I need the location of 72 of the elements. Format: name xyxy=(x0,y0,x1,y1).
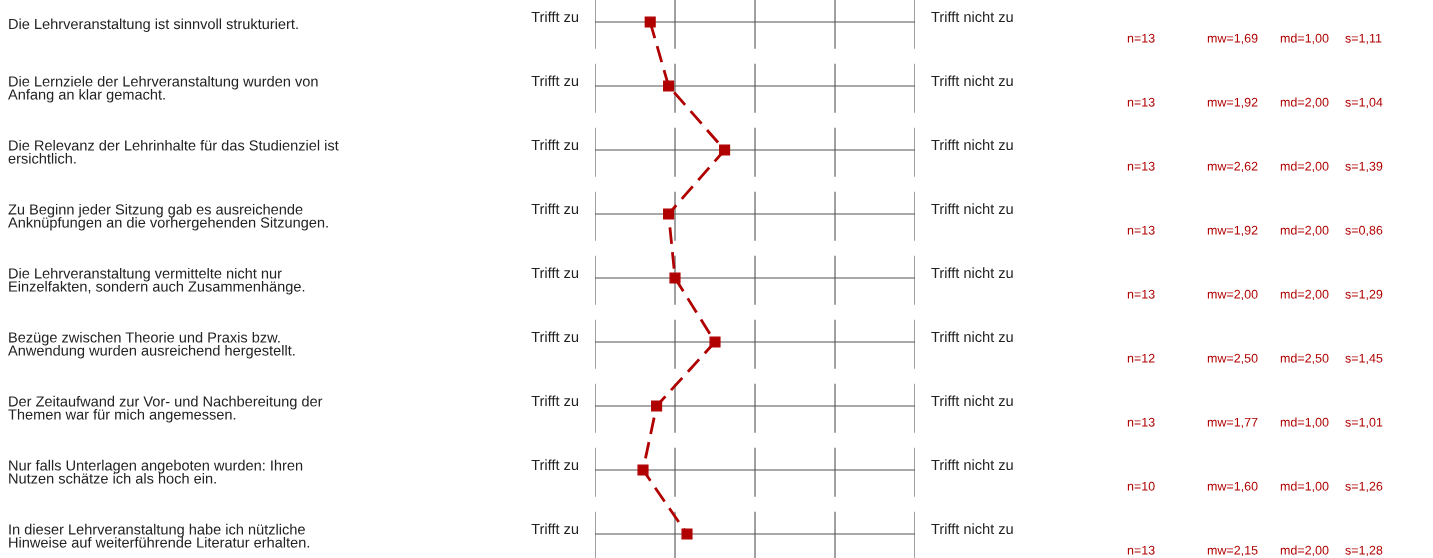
point xyxy=(719,144,731,156)
text: Trifft zu xyxy=(531,523,579,535)
text: Trifft nicht zu xyxy=(931,395,1013,407)
y-tick-label: Die Relevanz der Lehrinhalte für das Studienziel ist ersichtlich. xyxy=(8,139,339,164)
text: Trifft nicht zu xyxy=(931,523,1013,535)
text: n=13 xyxy=(1127,161,1155,171)
text: md=2,00 xyxy=(1280,545,1329,557)
text: Trifft zu xyxy=(531,11,579,23)
text: Trifft zu xyxy=(531,459,579,471)
text: Trifft nicht zu xyxy=(931,459,1013,471)
data-label: mw=2,62 xyxy=(1207,161,1258,173)
point xyxy=(637,464,649,476)
text: Trifft zu xyxy=(531,75,579,87)
text: Trifft zu xyxy=(531,331,579,343)
text: md=2,00 xyxy=(1280,161,1329,173)
data-label: mw=1,92 xyxy=(1207,97,1258,109)
text: s=1,04 xyxy=(1345,97,1383,109)
y-tick-label: Die Lehrveranstaltung ist sinnvoll strukturiert. xyxy=(9,18,298,33)
text: n=13 xyxy=(1127,289,1155,299)
text: Trifft nicht zu xyxy=(931,331,1013,343)
data-label: mw=2,00 xyxy=(1207,289,1258,301)
text: Trifft nicht zu xyxy=(931,139,1013,151)
point xyxy=(681,528,693,540)
text: n=13 xyxy=(1127,417,1155,427)
data-label: mw=1,92 xyxy=(1207,225,1258,237)
text: Trifft nicht zu xyxy=(931,267,1013,279)
text: s=1,01 xyxy=(1345,417,1383,429)
y-tick-label: Zu Beginn jeder Sitzung gab es ausreichende Anknüpfungen an die vorhergehenden Sitzungen. xyxy=(8,203,328,231)
point xyxy=(669,272,681,284)
y-tick-label: Nur falls Unterlagen angeboten wurden: Ihren Nutzen schätze ich als hoch ein. xyxy=(9,459,303,484)
text: n=13 xyxy=(1127,33,1155,43)
data-label: mw=1,60 xyxy=(1207,481,1258,493)
text: Trifft zu xyxy=(531,395,579,407)
text: s=1,45 xyxy=(1345,353,1383,365)
text: s=1,29 xyxy=(1345,289,1383,301)
point xyxy=(644,16,656,28)
text: s=1,28 xyxy=(1345,545,1383,557)
text: md=2,00 xyxy=(1280,225,1329,237)
text: n=13 xyxy=(1127,545,1155,555)
text: md=2,00 xyxy=(1280,97,1329,109)
y-tick-label: Der Zeitaufwand zur Vor- und Nachbereitung der Themen war für mich angemessen. xyxy=(8,395,323,423)
text: s=1,39 xyxy=(1345,161,1383,173)
text: md=1,00 xyxy=(1280,417,1329,429)
text: Trifft zu xyxy=(531,139,579,151)
text: n=12 xyxy=(1127,353,1155,363)
text: Trifft nicht zu xyxy=(931,203,1013,215)
text: md=1,00 xyxy=(1280,481,1329,493)
point xyxy=(709,336,721,348)
data-label: mw=2,15 xyxy=(1207,545,1258,557)
data-label: mw=1,77 xyxy=(1207,417,1258,429)
text: md=2,50 xyxy=(1280,353,1329,365)
text: Trifft zu xyxy=(531,203,579,215)
y-tick-label: Die Lernziele der Lehrveranstaltung wurden von Anfang an klar gemacht. xyxy=(8,75,318,103)
text: n=13 xyxy=(1127,225,1155,235)
text: md=2,00 xyxy=(1280,289,1329,301)
text: Trifft nicht zu xyxy=(931,11,1013,23)
text: s=0,86 xyxy=(1345,225,1383,237)
text: s=1,26 xyxy=(1345,481,1383,493)
text: md=1,00 xyxy=(1280,33,1329,45)
data-label: mw=2,50 xyxy=(1207,353,1258,365)
text: Trifft nicht zu xyxy=(931,75,1013,87)
y-tick-label: Bezüge zwischen Theorie und Praxis bzw. Anwendung wurden ausreichend hergestellt. xyxy=(8,331,295,359)
text: s=1,11 xyxy=(1345,33,1382,45)
text: n=10 xyxy=(1127,481,1155,491)
text: n=13 xyxy=(1127,97,1155,107)
point xyxy=(663,80,675,92)
data-label: mw=1,69 xyxy=(1207,33,1258,45)
y-tick-label: Die Lehrveranstaltung vermittelte nicht nur Einzelfakten, sondern auch Zusammenhänge. xyxy=(9,267,305,295)
point xyxy=(651,400,663,412)
y-tick-label: In dieser Lehrveranstaltung habe ich nützliche Hinweise auf weiterführende Literatur erhalten. xyxy=(9,523,310,548)
text: Trifft zu xyxy=(531,267,579,279)
point xyxy=(663,208,675,220)
